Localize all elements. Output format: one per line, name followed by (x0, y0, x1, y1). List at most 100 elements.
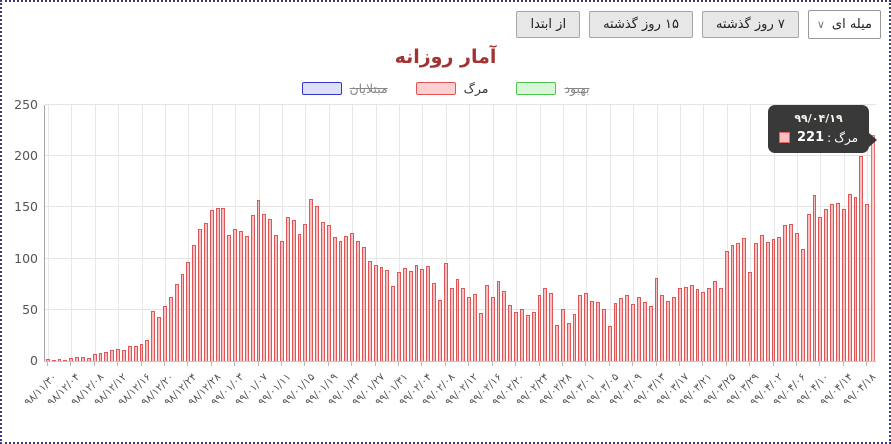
bar[interactable] (63, 359, 68, 361)
bar[interactable] (543, 288, 548, 361)
bar[interactable] (443, 262, 448, 361)
bar[interactable] (800, 249, 805, 361)
bar[interactable] (771, 239, 776, 361)
bar[interactable] (654, 278, 659, 361)
bar[interactable] (830, 204, 834, 361)
bar[interactable] (835, 203, 840, 361)
bar[interactable] (502, 291, 507, 361)
bar[interactable] (537, 295, 542, 361)
bar[interactable] (765, 242, 770, 361)
bar[interactable] (420, 268, 425, 361)
bar[interactable] (180, 273, 185, 361)
bar[interactable] (754, 243, 758, 361)
bar[interactable] (490, 296, 495, 361)
bar[interactable] (356, 241, 360, 361)
bar[interactable] (438, 299, 442, 361)
range-from-start-button[interactable]: از ابتدا (516, 11, 581, 38)
bar[interactable] (601, 308, 606, 361)
bar[interactable] (759, 235, 764, 361)
bar[interactable] (584, 293, 589, 361)
legend-item-recovered[interactable]: بهبود (516, 81, 590, 96)
bar[interactable] (455, 279, 460, 361)
bar[interactable] (853, 197, 858, 361)
bar[interactable] (157, 316, 161, 361)
bar[interactable] (385, 269, 390, 361)
bar[interactable] (519, 308, 524, 361)
bar[interactable] (461, 288, 466, 361)
bar[interactable] (98, 352, 103, 361)
bar[interactable] (104, 351, 109, 361)
bar[interactable] (642, 301, 647, 361)
bar[interactable] (291, 219, 296, 361)
bar[interactable] (718, 288, 723, 361)
bar[interactable] (572, 313, 577, 361)
bar[interactable] (397, 271, 401, 361)
bar[interactable] (174, 284, 179, 361)
bar[interactable] (806, 213, 811, 361)
bar[interactable] (525, 314, 530, 361)
bar[interactable] (871, 134, 875, 361)
bar[interactable] (86, 357, 91, 361)
bar[interactable] (145, 339, 150, 361)
bar[interactable] (209, 210, 214, 361)
bar[interactable] (677, 288, 682, 361)
bar[interactable] (127, 345, 132, 361)
bar[interactable] (736, 243, 741, 361)
bar[interactable] (116, 348, 121, 361)
bar[interactable] (701, 292, 706, 361)
bar[interactable] (596, 301, 600, 361)
bar[interactable] (742, 238, 747, 361)
chart-type-select[interactable]: میله ای ∨ (807, 10, 881, 39)
bar[interactable] (748, 271, 753, 361)
bar[interactable] (75, 356, 80, 361)
bar[interactable] (309, 199, 314, 361)
bar[interactable] (373, 264, 378, 361)
bar[interactable] (847, 194, 852, 361)
bar[interactable] (473, 294, 477, 361)
bar[interactable] (268, 218, 273, 361)
bar[interactable] (566, 323, 571, 361)
bar[interactable] (239, 230, 243, 361)
bar[interactable] (326, 224, 331, 361)
bar[interactable] (484, 285, 489, 361)
bar[interactable] (724, 251, 729, 361)
bar[interactable] (110, 349, 115, 361)
bar[interactable] (227, 235, 232, 361)
bar[interactable] (414, 264, 419, 361)
bar[interactable] (648, 305, 653, 361)
bar[interactable] (824, 209, 829, 361)
bar[interactable] (133, 345, 138, 361)
bar[interactable] (250, 214, 255, 361)
legend-item-deaths[interactable]: مرگ (415, 81, 488, 96)
bar[interactable] (613, 302, 618, 361)
bar[interactable] (560, 308, 565, 361)
bar[interactable] (590, 300, 595, 361)
bar[interactable] (285, 216, 290, 361)
bar[interactable] (344, 236, 349, 361)
bar[interactable] (203, 222, 208, 361)
bar[interactable] (631, 303, 635, 361)
bar[interactable] (350, 233, 355, 361)
bar[interactable] (496, 281, 501, 361)
bar[interactable] (795, 233, 799, 361)
bar[interactable] (338, 241, 343, 361)
legend-item-infected[interactable]: مبتلایان (301, 81, 388, 96)
bar[interactable] (607, 326, 612, 361)
bar[interactable] (379, 266, 384, 361)
bar[interactable] (531, 311, 536, 361)
bar[interactable] (841, 209, 846, 361)
bar[interactable] (625, 295, 630, 361)
bar[interactable] (367, 260, 372, 361)
bar[interactable] (233, 228, 238, 361)
bar[interactable] (865, 204, 870, 361)
bar[interactable] (192, 245, 197, 361)
bar[interactable] (660, 295, 665, 361)
bar[interactable] (432, 283, 437, 361)
bar[interactable] (449, 288, 454, 361)
bar[interactable] (69, 357, 74, 361)
bar[interactable] (57, 358, 62, 361)
bar[interactable] (139, 343, 144, 361)
bar[interactable] (81, 356, 85, 361)
bar[interactable] (689, 285, 694, 361)
bar[interactable] (402, 267, 407, 361)
